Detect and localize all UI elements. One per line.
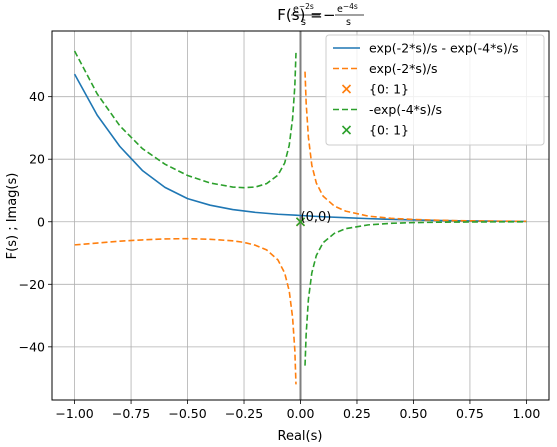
title-num1: e−2s [293,2,314,15]
series-layer [73,50,527,385]
marker-layer [295,217,306,227]
legend-label-2: {0: 1} [369,82,409,97]
ticks: −1.00 −0.75 −0.50 −0.25 0.00 0.25 0.50 0.75 1.00… [19,89,541,421]
y-tick-label: 40 [29,89,45,104]
x-tick-label: 0.50 [400,406,428,421]
legend-swatch-4 [341,125,352,135]
title-den1: s [301,17,306,28]
x-axis-label: Real(s) [278,429,323,444]
y-tick-label: −40 [19,339,45,354]
legend-label-0: exp(-2*s)/s - exp(-4*s)/s [369,41,518,56]
series-line-4 [304,221,527,366]
x-tick-label: 1.00 [512,406,540,421]
legend-box [325,34,545,146]
y-tick-label: 0 [37,214,45,229]
legend-label-4: {0: 1} [369,123,409,138]
x-tick-label: 0.75 [456,406,484,421]
y-tick-label: 20 [29,152,45,167]
legend-label-3: -exp(-4*s)/s [369,102,442,117]
x-tick-label: −0.75 [112,406,150,421]
title-formula: e−2s s − e−4s s [291,2,364,28]
origin-annotation: (0,0) [301,210,332,225]
legend: exp(-2*s)/s - exp(-4*s)/s exp(-2*s)/s {0: … [325,34,545,146]
series-line-2 [304,71,527,223]
x-tick-label: −0.50 [168,406,206,421]
y-axis-label: F(s) ; Imag(s) [5,173,20,260]
title-minus: − [323,6,336,24]
x-marker-1 [295,217,306,227]
title-num2: e−4s [337,2,358,15]
title-den2: s [346,17,351,28]
x-tick-label: 0.25 [343,406,371,421]
y-tick-label: −20 [19,277,45,292]
x-tick-label: 0.00 [287,406,315,421]
legend-label-1: exp(-2*s)/s [369,61,438,76]
series-line-3 [73,50,297,189]
x-tick-label: −0.25 [225,406,263,421]
x-tick-label: −1.00 [55,406,93,421]
legend-swatch-2 [341,84,352,94]
